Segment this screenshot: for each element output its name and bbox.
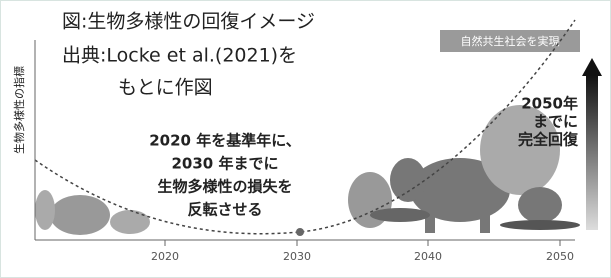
- goal-banner: 自然共生社会を実現: [461, 34, 560, 48]
- goal-text: 完全回復: [518, 131, 579, 149]
- title-line: 出典:Locke et al.(2021)を: [62, 45, 297, 67]
- annotation: 2020 年を基準年に、: [149, 132, 301, 150]
- goal-text: までに: [533, 113, 578, 131]
- annotation: 2030 年までに: [172, 155, 279, 173]
- x-tick-label: 2050: [546, 250, 574, 263]
- title-line: 図:生物多様性の回復イメージ: [62, 11, 315, 33]
- y-axis-label: 生物多様性の指標: [12, 66, 26, 154]
- annotation: 反転させる: [187, 201, 262, 219]
- annotation: 生物多様性の損失を: [157, 178, 292, 196]
- x-tick-label: 2030: [283, 250, 311, 263]
- title-line: もとに作図: [118, 77, 213, 99]
- x-tick-label: 2040: [414, 250, 442, 263]
- arrow-shaft: [586, 75, 598, 230]
- x-tick-label: 2020: [151, 250, 179, 263]
- diagram: 図:生物多様性の回復イメージ 出典:Locke et al.(2021)を もと…: [0, 0, 611, 278]
- page: {"title_lines": ["図:生物多様性の回復イメージ", "出典:L…: [0, 0, 611, 278]
- baseline-point: [296, 228, 304, 236]
- goal-text: 2050年: [521, 95, 578, 113]
